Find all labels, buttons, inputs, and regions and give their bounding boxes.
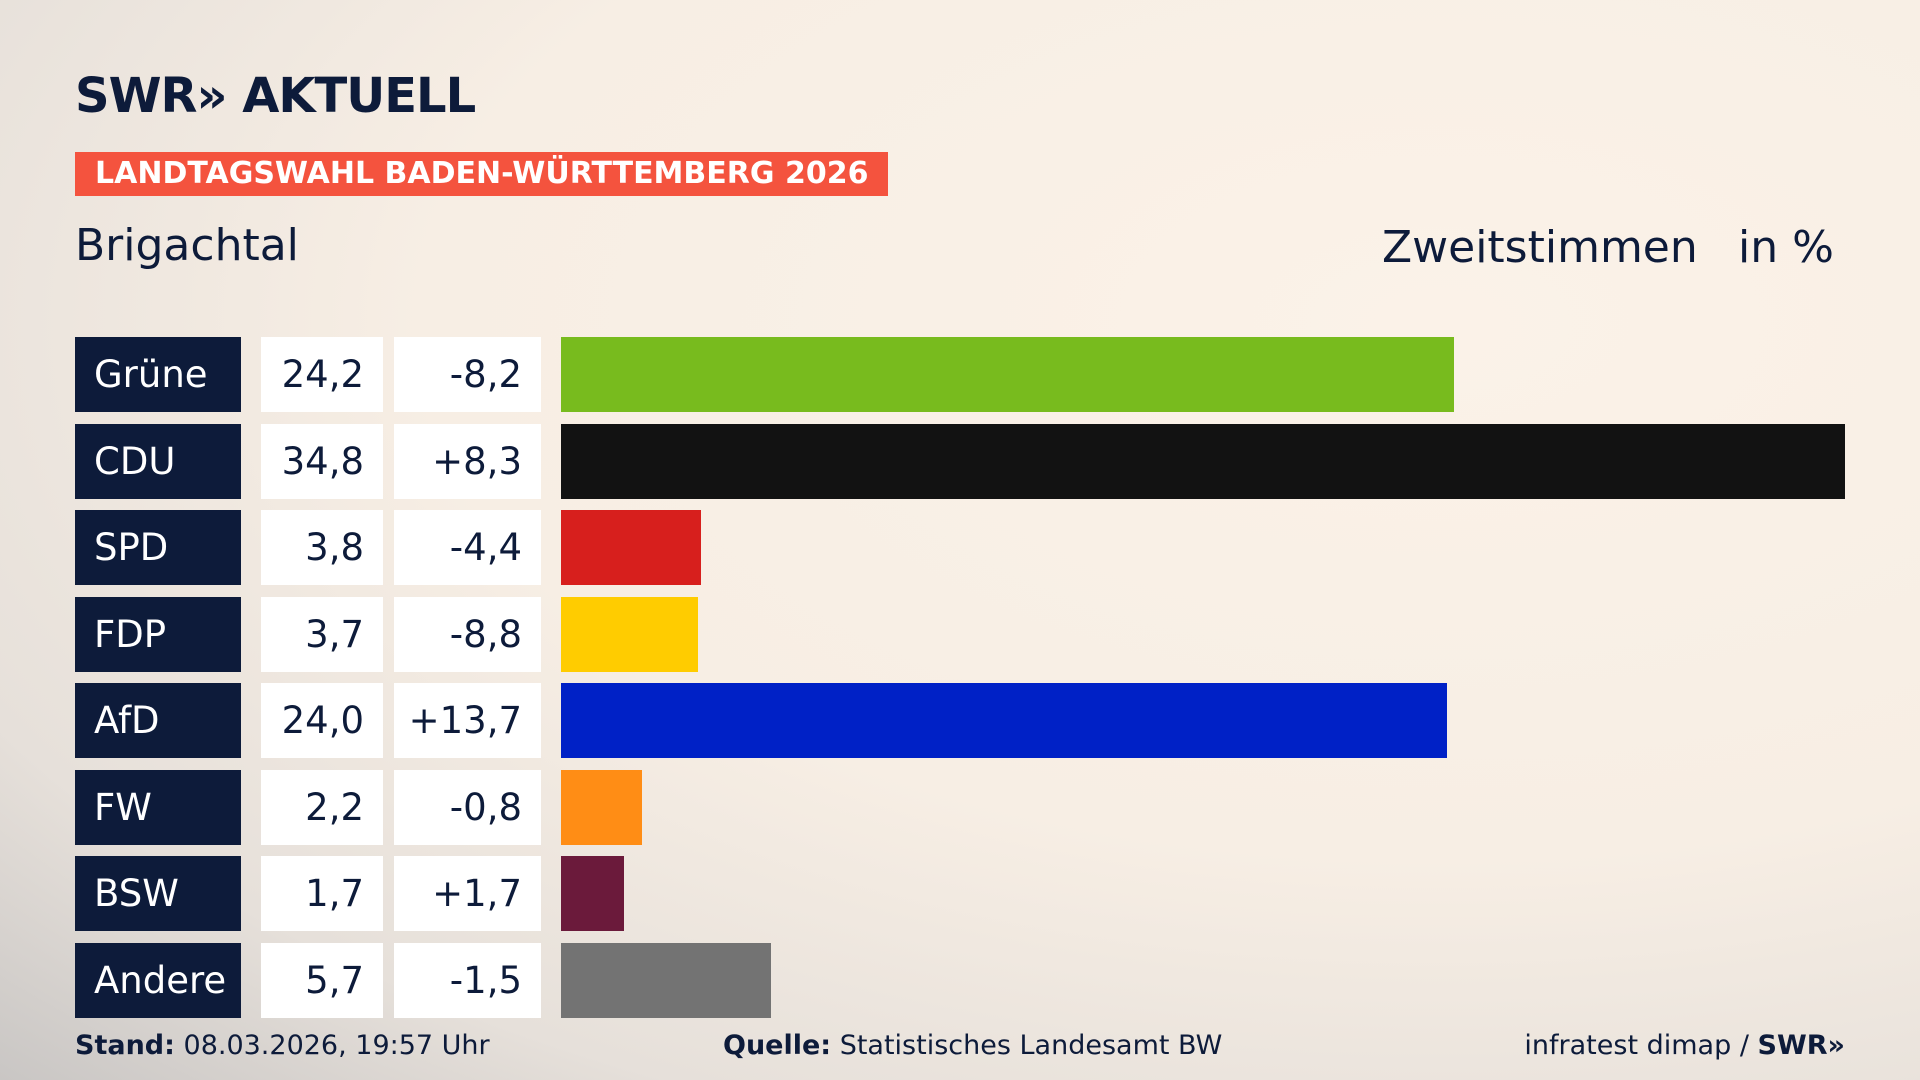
- value-label: 24,2: [261, 337, 383, 412]
- bar: [561, 337, 1454, 412]
- banner: LANDTAGSWAHL BADEN-WÜRTTEMBERG 2026: [75, 152, 889, 196]
- bar: [561, 510, 702, 585]
- credit-text: infratest dimap /: [1524, 1030, 1749, 1061]
- chart-title: Brigachtal: [75, 220, 299, 271]
- source-value: Statistisches Landesamt BW: [839, 1030, 1223, 1061]
- change-label: -8,8: [394, 596, 541, 672]
- party-label: Grüne: [75, 337, 241, 412]
- value-label: 5,7: [261, 942, 383, 1018]
- party-label: CDU: [75, 423, 241, 499]
- source-label: Quelle:: [723, 1030, 832, 1061]
- party-label: SPD: [75, 510, 241, 585]
- party-label: AfD: [75, 683, 241, 758]
- change-label: -8,2: [394, 337, 541, 412]
- change-label: -4,4: [394, 510, 541, 585]
- party-label: Andere: [75, 942, 241, 1018]
- value-label: 2,2: [261, 769, 383, 845]
- stand-value: 08.03.2026, 19:57 Uhr: [183, 1030, 490, 1061]
- source: Quelle: Statistisches Landesamt BW: [723, 1030, 1222, 1061]
- change-label: -0,8: [394, 769, 541, 845]
- bar: [561, 683, 1447, 758]
- value-label: 3,8: [261, 510, 383, 585]
- unit: in %: [1738, 222, 1834, 273]
- stand-label: Stand:: [75, 1030, 175, 1061]
- value-label: 34,8: [261, 423, 383, 499]
- value-label: 3,7: [261, 596, 383, 672]
- change-label: -1,5: [394, 942, 541, 1018]
- value-label: 1,7: [261, 856, 383, 931]
- party-label: BSW: [75, 856, 241, 931]
- bar: [561, 769, 643, 845]
- party-label: FW: [75, 769, 241, 845]
- bar: [561, 942, 772, 1018]
- change-label: +13,7: [394, 683, 541, 758]
- credit: infratest dimap / SWR»: [1524, 1030, 1845, 1061]
- bar: [561, 423, 1845, 499]
- value-label: 24,0: [261, 683, 383, 758]
- bar: [561, 856, 624, 931]
- subtitle: Zweitstimmen: [1382, 222, 1698, 273]
- change-label: +8,3: [394, 423, 541, 499]
- credit-logo: SWR»: [1757, 1030, 1845, 1061]
- stand: Stand: 08.03.2026, 19:57 Uhr: [75, 1030, 490, 1061]
- logo: SWR» AKTUELL: [75, 68, 476, 124]
- change-label: +1,7: [394, 856, 541, 931]
- bar: [561, 596, 698, 672]
- party-label: FDP: [75, 596, 241, 672]
